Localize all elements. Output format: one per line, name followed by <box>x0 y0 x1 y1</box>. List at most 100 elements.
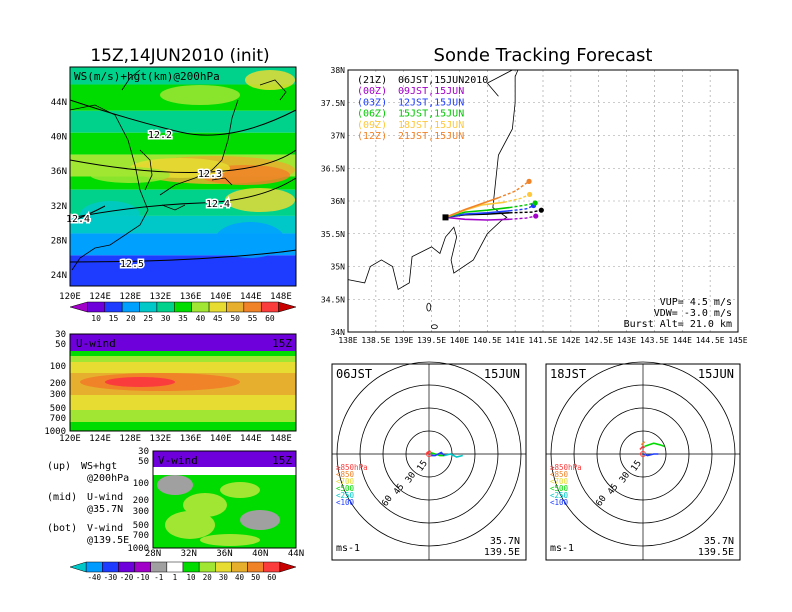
u-level-tick: 200 <box>50 379 66 389</box>
hodo-origin-marker <box>640 451 646 457</box>
track-lon-tick: 139E <box>394 336 413 345</box>
track-lon-tick: 142.5E <box>584 336 613 345</box>
track-lon-tick: 138.5E <box>361 336 390 345</box>
ws-lon-tick: 128E <box>119 292 141 302</box>
ws-coast-path <box>69 104 149 271</box>
track-lon-ticks: 138E 138.5E 139E 139.5E 140E 140.5E 141E 141.5E… <box>338 336 747 345</box>
hodo-level-label: <850 <box>550 470 569 479</box>
u-level-tick: 30 <box>55 330 66 340</box>
track-line-descent <box>498 180 530 199</box>
v-blob <box>200 534 260 546</box>
hodo-06jst-lon: 139.5E <box>484 547 520 558</box>
track-lon-tick: 139.5E <box>417 336 446 345</box>
uv-colorbar-swatch <box>279 561 297 573</box>
hodo-ring-label: 15 <box>416 459 430 474</box>
hodo-06jst-date: 15JUN <box>484 367 520 381</box>
uv-colorbar-label: 10 <box>187 573 197 582</box>
ws-contour-label: 12.4 <box>66 214 90 225</box>
u-band <box>70 351 296 356</box>
u-level-tick: 1000 <box>44 427 66 437</box>
hodo-level-label: <100 <box>550 498 569 507</box>
ws-lon-tick: 124E <box>89 292 111 302</box>
track-lat-tick: 38N <box>331 66 346 75</box>
ws-lon-tick: 148E <box>270 292 292 302</box>
ws-lat-tick: 24N <box>51 271 67 281</box>
u-lon-tick: 124E <box>89 434 111 444</box>
ws-map-panel: 15Z,14JUN2010 (init) 12.212.312.412.412.… <box>51 46 297 323</box>
ws-contour-line <box>69 149 297 173</box>
u-level-tick: 700 <box>50 414 66 424</box>
ws-colorbar-label: 25 <box>143 314 153 323</box>
track-vup: VUP= 4.5 m/s <box>660 297 732 308</box>
ws-colorbar-label: 30 <box>161 314 171 323</box>
ws-coast-path <box>159 99 239 196</box>
hodo-ring-label: 60 <box>380 494 394 509</box>
track-lat-tick: 34.5N <box>321 295 345 304</box>
ws-colorbar-label: 40 <box>196 314 206 323</box>
ws-blob <box>80 201 140 229</box>
track-legend-jst: 12JST,15JUN <box>398 97 464 108</box>
u-band <box>70 334 296 351</box>
track-legend-utc: (06Z) <box>357 109 387 120</box>
u-lon-tick: 140E <box>210 434 232 444</box>
hodo-06jst-time: 06JST <box>336 367 372 381</box>
v-level-tick: 30 <box>138 447 149 457</box>
v-blob <box>183 493 227 517</box>
ws-contour-line <box>69 99 297 136</box>
ws-map-title: 15Z,14JUN2010 (init) <box>90 46 269 66</box>
legend-up-key: (up) <box>47 461 71 472</box>
u-lon-tick: 148E <box>270 434 292 444</box>
track-lines <box>442 178 544 221</box>
ws-colorbar-label: 15 <box>109 314 119 323</box>
ws-colorbar-swatch <box>121 301 140 313</box>
ws-colorbar-swatch <box>69 301 88 313</box>
track-lon-tick: 145E <box>728 336 747 345</box>
ws-contour-line <box>69 177 297 219</box>
ws-contour-label: 12.5 <box>120 259 144 270</box>
uv-colorbar-label: -40 <box>87 573 101 582</box>
u-lon-tick: 128E <box>119 434 141 444</box>
v-wind-label: V-wind <box>158 454 198 467</box>
uv-colorbar-swatch <box>215 561 232 573</box>
ws-lat-tick: 40N <box>51 133 67 143</box>
ws-colorbar-label: 60 <box>265 314 275 323</box>
ws-blob <box>245 70 295 90</box>
v-wind-frame <box>152 450 297 549</box>
hodo-curve <box>644 442 665 448</box>
hodo-ring <box>336 361 522 547</box>
uv-colorbar-label: -20 <box>120 573 134 582</box>
ws-coast-path <box>211 177 233 186</box>
uv-colorbar-swatch <box>118 561 135 573</box>
track-landing-point <box>527 191 533 198</box>
track-legend-utc: (12Z) <box>357 131 387 142</box>
hodo-06jst-unit: ms-1 <box>336 543 360 554</box>
v-lat-tick: 36N <box>216 549 232 559</box>
track-lon-tick: 144E <box>673 336 692 345</box>
legend-bot-sub: @139.5E <box>87 535 129 546</box>
track-legend-jst: 09JST,15JUN <box>398 86 464 97</box>
legend-mid-sub: @35.7N <box>87 504 123 515</box>
uv-colorbar-label: 30 <box>219 573 229 582</box>
track-lon-tick: 142E <box>561 336 580 345</box>
v-level-tick: 200 <box>133 496 149 506</box>
u-band <box>70 410 296 422</box>
ws-band <box>70 132 296 155</box>
u-level-tick: 500 <box>50 404 66 414</box>
u-level-tick: 50 <box>55 340 66 350</box>
u-wind-field <box>70 334 296 431</box>
legend-up-sub: @200hPa <box>87 473 129 484</box>
track-legend: (21Z) 06JST,15JUN2010 (00Z) 09JST,15JUN (03Z… <box>357 75 488 142</box>
ws-coast-path <box>259 79 287 101</box>
ws-colorbar-label: 10 <box>91 314 101 323</box>
v-band <box>153 467 296 475</box>
ws-coast-path <box>161 204 186 211</box>
track-line <box>445 216 510 221</box>
ws-lon-ticks: 120E 124E 128E 132E 136E 140E 144E 148E <box>59 292 292 302</box>
track-vdw: VDW= -3.0 m/s <box>654 308 732 319</box>
track-lat-tick: 35N <box>331 263 346 272</box>
track-lat-tick: 36N <box>331 197 346 206</box>
v-level-tick: 700 <box>133 531 149 541</box>
